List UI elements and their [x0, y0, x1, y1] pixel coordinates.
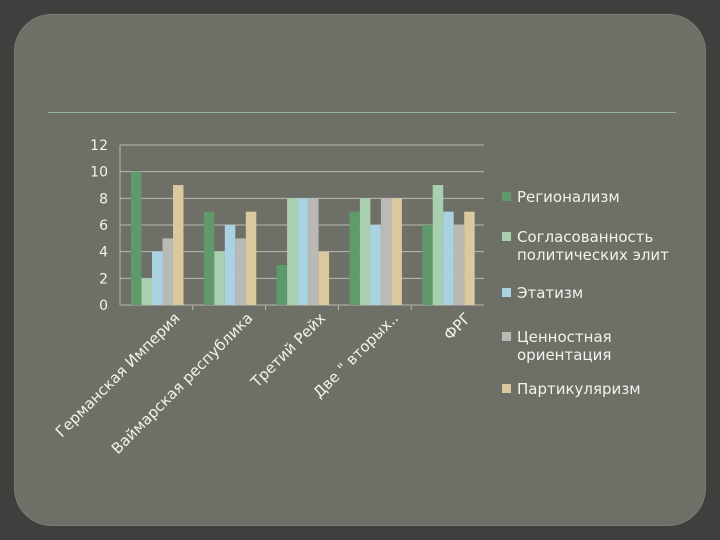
y-tick-label: 2	[99, 271, 108, 287]
bar	[349, 211, 360, 305]
y-tick-label: 8	[99, 191, 108, 207]
bar	[214, 251, 225, 305]
bar	[359, 198, 371, 305]
bar	[152, 251, 163, 305]
y-tick-label: 12	[90, 138, 108, 154]
bar	[287, 198, 298, 305]
bar	[370, 225, 381, 305]
bar	[432, 185, 444, 305]
legend-label: Партикуляризм	[517, 380, 641, 398]
category-label: Ваймарская республика	[108, 309, 257, 458]
bar	[380, 198, 392, 305]
bar	[422, 225, 433, 305]
legend-label: Этатизм	[517, 284, 583, 302]
bar	[162, 238, 173, 305]
bar	[131, 171, 142, 305]
bar	[235, 238, 246, 305]
legend-swatch	[502, 384, 511, 393]
bar	[245, 211, 257, 305]
y-tick-label: 10	[90, 165, 108, 181]
y-tick-label: 0	[99, 298, 108, 314]
legend-label: Регионализм	[517, 188, 620, 206]
category-label: Третий Рейх	[247, 309, 330, 392]
bar	[318, 251, 330, 305]
title-divider	[48, 112, 676, 113]
category-label: ФРГ	[440, 309, 475, 344]
bar	[141, 278, 152, 305]
legend-swatch	[502, 192, 511, 201]
y-tick-label: 6	[99, 218, 108, 234]
bar	[173, 185, 184, 305]
y-tick-label: 4	[99, 245, 108, 261]
bar	[224, 225, 236, 305]
bar	[453, 225, 465, 305]
legend-label: ориентация	[517, 346, 611, 364]
legend-swatch	[502, 288, 511, 297]
legend-swatch	[502, 232, 511, 241]
bar	[297, 198, 309, 305]
legend-swatch	[502, 332, 511, 341]
bar	[443, 211, 454, 305]
bar	[308, 198, 319, 305]
category-label: Германская Империя	[52, 309, 184, 441]
legend-label: Согласованность	[517, 228, 653, 246]
legend-label: Ценностная	[517, 328, 612, 346]
bar	[464, 211, 475, 305]
bar	[391, 198, 402, 305]
bar	[203, 211, 215, 305]
legend-label: политических элит	[517, 246, 669, 264]
bar	[276, 265, 288, 305]
